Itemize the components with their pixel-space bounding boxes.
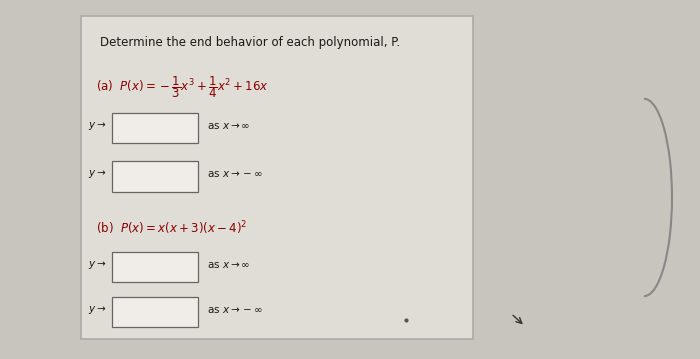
Text: $y\rightarrow$: $y\rightarrow$ bbox=[88, 120, 107, 132]
Text: as $x \rightarrow \infty$: as $x \rightarrow \infty$ bbox=[206, 121, 250, 131]
Text: $y\rightarrow$: $y\rightarrow$ bbox=[88, 304, 107, 316]
Text: $y\rightarrow$: $y\rightarrow$ bbox=[88, 259, 107, 271]
Text: as $x \rightarrow -\infty$: as $x \rightarrow -\infty$ bbox=[206, 305, 262, 315]
FancyBboxPatch shape bbox=[112, 252, 198, 282]
FancyBboxPatch shape bbox=[112, 113, 198, 143]
Text: as $x \rightarrow -\infty$: as $x \rightarrow -\infty$ bbox=[206, 169, 262, 180]
FancyBboxPatch shape bbox=[80, 16, 473, 339]
Text: Determine the end behavior of each polynomial, P.: Determine the end behavior of each polyn… bbox=[100, 36, 400, 48]
Text: as $x \rightarrow \infty$: as $x \rightarrow \infty$ bbox=[206, 260, 250, 270]
FancyBboxPatch shape bbox=[112, 297, 198, 327]
Text: (b)  $P(x) = x(x + 3)(x - 4)^2$: (b) $P(x) = x(x + 3)(x - 4)^2$ bbox=[96, 220, 248, 237]
FancyBboxPatch shape bbox=[112, 161, 198, 192]
Text: $y\rightarrow$: $y\rightarrow$ bbox=[88, 168, 107, 181]
Text: (a)  $P(x) = -\dfrac{1}{3}x^3 + \dfrac{1}{4}x^2 + 16x$: (a) $P(x) = -\dfrac{1}{3}x^3 + \dfrac{1}… bbox=[96, 74, 269, 100]
